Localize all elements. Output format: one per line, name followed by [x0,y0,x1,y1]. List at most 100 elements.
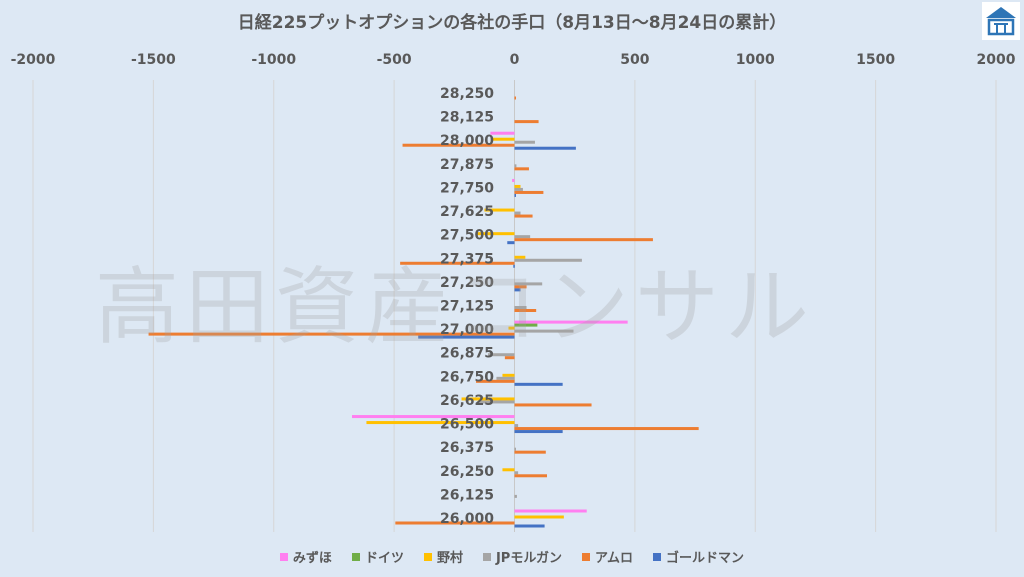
bar-1-10 [514,323,538,327]
category-label: 27,875 [440,157,494,173]
x-tick-label: 0 [510,52,520,68]
legend-item: 野村 [423,547,463,566]
bar-4-1 [514,120,539,124]
bar-2-16 [502,468,515,472]
category-label: 26,875 [440,346,494,362]
bar-4-13 [514,403,592,407]
bar-2-2 [492,137,515,141]
bar-5-8 [514,288,521,292]
category-label: 26,250 [440,464,494,480]
bar-3-10 [514,329,574,333]
bar-2-5 [484,208,515,212]
bar-4-4 [514,190,544,194]
bar-2-7 [514,255,526,259]
bar-5-10 [418,335,515,339]
category-label: 26,500 [440,417,494,433]
bar-2-14 [366,421,515,425]
bar-5-14 [514,430,563,434]
bar-2-4 [514,184,521,188]
legend-swatch [581,552,590,561]
bar-3-6 [514,235,531,239]
bar-3-5 [514,211,521,215]
legend-swatch [423,552,432,561]
bar-4-0 [514,96,516,100]
category-label: 27,375 [440,251,494,267]
bar-3-13 [478,400,515,404]
bar-4-5 [514,214,533,218]
bar-4-16 [514,474,548,478]
bar-2-10 [508,326,515,330]
x-tick-label: 500 [620,52,649,68]
category-label: 28,125 [440,110,494,126]
category-label: 26,000 [440,511,494,527]
bar-3-7 [514,258,582,262]
bar-2-18 [514,515,564,519]
bar-4-10 [148,332,515,336]
category-label: 27,125 [440,299,494,315]
legend-item: ドイツ [351,547,404,566]
bar-3-12 [496,376,515,380]
legend-swatch [279,552,288,561]
legend-item: JPモルガン [482,547,562,566]
bar-0-10 [514,320,628,324]
bar-3-9 [514,306,527,309]
bar-3-14 [514,424,519,428]
bar-2-6 [475,232,515,236]
bar-5-7 [513,264,515,268]
legend-label: 野村 [436,551,463,566]
category-label: 28,250 [440,86,494,102]
legend-item: ゴールドマン [653,547,744,566]
bar-2-12 [502,373,515,377]
bar-3-3 [514,164,517,168]
bar-5-2 [514,146,576,150]
bar-4-7 [400,261,515,265]
x-tick-label: -2000 [11,52,56,68]
legend-label: ゴールドマン [666,551,745,566]
bar-4-18 [395,521,515,525]
legend-label: JPモルガン [495,551,562,566]
bar-3-17 [514,494,517,498]
bar-5-4 [514,193,516,197]
bar-4-2 [402,143,515,147]
category-label: 27,625 [440,204,494,220]
bar-2-13 [461,397,515,401]
logo-icon [986,7,1016,36]
category-label: 26,625 [440,393,494,409]
bar-0-4 [512,178,515,182]
bar-3-15 [514,447,516,451]
category-label: 27,250 [440,275,494,291]
logo [982,2,1020,40]
bar-3-8 [514,282,543,286]
category-label: 27,500 [440,228,494,244]
x-tick-label: -1000 [251,52,296,68]
legend: みずほ ドイツ 野村 JPモルガン アムロ ゴールドマン [0,547,1024,566]
category-label: 28,000 [440,133,494,149]
watermark: 高田資産コンサル [95,258,816,356]
bar-4-14 [514,427,699,431]
legend-label: ドイツ [364,551,404,566]
x-tick-label: 2000 [977,52,1016,68]
category-label: 26,375 [440,440,494,456]
chart-title: 日経225プットオプションの各社の手口（8月13日～8月24日の累計） [237,13,787,33]
x-tick-label: -500 [377,52,412,68]
bar-3-11 [488,353,515,357]
legend-label: みずほ [292,551,332,566]
bar-4-15 [514,450,546,454]
bar-5-6 [507,241,515,245]
legend-item: みずほ [279,547,332,566]
bar-4-11 [504,356,515,360]
bar-0-2 [490,131,515,135]
bar-4-3 [514,167,529,171]
bar-4-8 [514,285,527,289]
bar-5-12 [514,382,563,386]
category-label: 27,750 [440,180,494,196]
legend-swatch [653,552,662,561]
legend-swatch [482,552,491,561]
category-label: 26,750 [440,369,494,385]
legend-item: アムロ [581,547,633,566]
category-label: 26,125 [440,487,494,503]
bar-4-12 [475,379,515,383]
category-label: 27,000 [440,322,494,338]
category-labels: 28,250 28,125 28,000 27,875 27,750 27,625 27,5… [440,86,494,527]
